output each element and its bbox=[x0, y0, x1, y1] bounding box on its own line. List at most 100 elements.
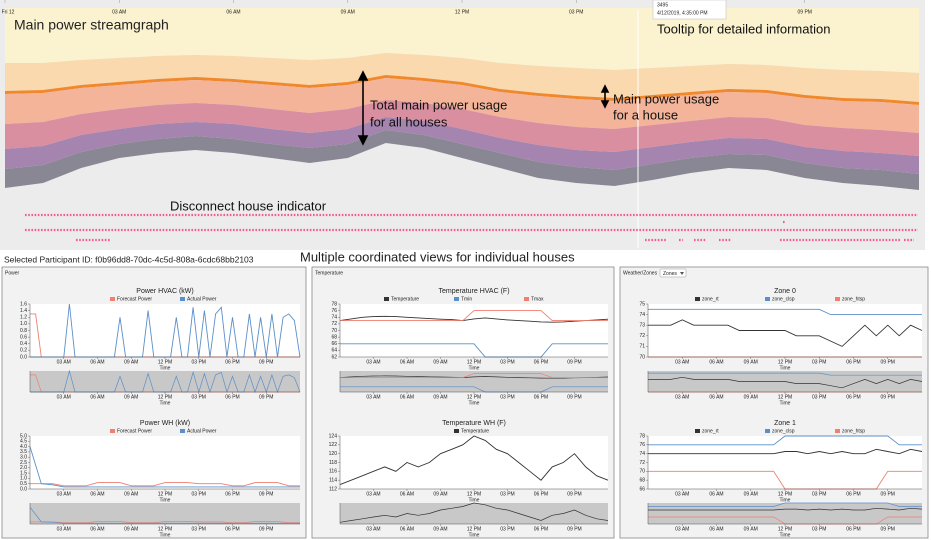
annotation-arrows bbox=[357, 70, 610, 146]
streamgraph-title: Main power streamgraph bbox=[14, 17, 169, 33]
legend-swatch bbox=[110, 297, 115, 301]
legend-label: Actual Power bbox=[187, 428, 217, 434]
y-tick-label: 70 bbox=[331, 328, 337, 334]
legend-label: zone_clsp bbox=[772, 428, 795, 434]
chart: Power HVAC (kW)Forecast Power Actual Powe… bbox=[20, 288, 301, 406]
brush-line bbox=[648, 507, 923, 511]
x-tick-label: 09 PM bbox=[881, 359, 895, 365]
y-tick-label: 74 bbox=[639, 312, 645, 318]
stream-layer bbox=[5, 78, 919, 133]
chart: Zone 0 zone_rt zone_clsp zone_htsp 70 71 72 73 7… bbox=[639, 288, 923, 406]
stream-layer bbox=[5, 53, 919, 102]
x-tick-label: 03 PM bbox=[812, 491, 826, 497]
x-tick-label: 12 PM bbox=[778, 359, 792, 365]
chart-title: Temperature WH (F) bbox=[442, 420, 506, 427]
x-tick-label: 06 PM bbox=[534, 394, 548, 400]
x-tick-label: 09 PM bbox=[881, 394, 895, 400]
x-tick-label: 03 AM bbox=[112, 9, 126, 15]
legend-label: zone_rt bbox=[702, 296, 719, 302]
x-tick-label: 12 PM bbox=[158, 491, 172, 497]
y-tick-label: 4.0 bbox=[20, 444, 27, 450]
x-tick-label: 12 PM bbox=[778, 526, 792, 532]
x-tick-label: 03 AM bbox=[675, 491, 689, 497]
selected-participant: Selected Participant ID: f0b96dd8-70dc-4… bbox=[4, 254, 254, 264]
legend-label: Tmin bbox=[461, 296, 472, 302]
x-tick-label: 12 PM bbox=[158, 394, 172, 400]
x-axis-label: Time bbox=[780, 365, 791, 371]
x-tick-label: 03 AM bbox=[366, 526, 380, 532]
x-tick-label: 06 AM bbox=[400, 526, 414, 532]
x-tick-label: 12 PM bbox=[778, 491, 792, 497]
legend-label: zone_clsp bbox=[772, 296, 795, 302]
x-tick-label: 12 PM bbox=[158, 359, 172, 365]
y-tick-label: 72 bbox=[639, 460, 645, 466]
chart-title: Power WH (kW) bbox=[140, 420, 190, 427]
x-tick-label: 06 AM bbox=[709, 526, 723, 532]
y-tick-label: 1.0 bbox=[20, 321, 27, 327]
y-tick-label: 64 bbox=[331, 348, 337, 354]
y-tick-label: 1.4 bbox=[20, 308, 27, 314]
y-tick-label: 62 bbox=[331, 354, 337, 360]
chart: Temperature WH (F)Temperature 112 114 116 11… bbox=[329, 420, 609, 538]
x-tick-label: 06 PM bbox=[846, 359, 860, 365]
brush-line bbox=[29, 506, 300, 524]
annotation: for a house bbox=[613, 107, 678, 122]
x-tick-label: 12 PM bbox=[455, 9, 469, 15]
series-line bbox=[648, 435, 922, 446]
y-tick-label: 0.4 bbox=[20, 341, 27, 347]
x-tick-label: 03 AM bbox=[57, 491, 71, 497]
x-tick-label: 03 PM bbox=[500, 359, 514, 365]
legend-swatch bbox=[454, 429, 459, 433]
x-tick-label: 09 AM bbox=[341, 9, 355, 15]
x-tick-label: 09 PM bbox=[259, 359, 273, 365]
brush-area bbox=[340, 503, 608, 524]
x-tick-label: 03 AM bbox=[57, 526, 71, 532]
section-heading: Multiple coordinated views for individua… bbox=[300, 249, 575, 264]
x-tick-label: 06 AM bbox=[90, 526, 104, 532]
x-tick-label: 06 AM bbox=[90, 359, 104, 365]
x-tick-label: 12 PM bbox=[467, 394, 481, 400]
legend-label: Tmax bbox=[531, 296, 544, 302]
x-tick-label: 09 AM bbox=[433, 526, 447, 532]
y-tick-label: 2.5 bbox=[20, 460, 27, 466]
dropdown-value[interactable]: Zones bbox=[663, 271, 677, 277]
x-tick-label: 06 PM bbox=[846, 394, 860, 400]
x-axis-label: Time bbox=[160, 400, 171, 406]
tooltip-time: 4/12/2019, 4:35:00 PM bbox=[657, 10, 708, 16]
y-tick-label: 75 bbox=[639, 301, 645, 307]
dropdown-caret[interactable] bbox=[680, 272, 684, 275]
y-tick-label: 3.5 bbox=[20, 449, 27, 455]
x-tick-label: 03 PM bbox=[812, 359, 826, 365]
y-tick-label: 3.0 bbox=[20, 455, 27, 461]
panel-label: Temperature bbox=[315, 270, 343, 276]
x-axis-label: Time bbox=[469, 497, 480, 503]
x-axis-label: Time bbox=[780, 400, 791, 406]
x-tick-label: 09 AM bbox=[124, 359, 138, 365]
y-tick-label: 70 bbox=[639, 469, 645, 475]
x-tick-label: 06 AM bbox=[400, 359, 414, 365]
legend-label: zone_htsp bbox=[842, 296, 865, 302]
dropdown[interactable] bbox=[659, 268, 687, 278]
y-tick-label: 76 bbox=[331, 308, 337, 314]
x-tick-label: 06 PM bbox=[846, 491, 860, 497]
y-tick-label: 74 bbox=[639, 451, 645, 457]
x-tick-label: 03 AM bbox=[675, 526, 689, 532]
x-tick-label: 12 PM bbox=[467, 359, 481, 365]
y-tick-label: 78 bbox=[331, 301, 337, 307]
panel-label: Power bbox=[5, 270, 20, 276]
x-tick-label: 03 PM bbox=[192, 526, 206, 532]
x-tick-label: 06 PM bbox=[534, 359, 548, 365]
brush-line bbox=[648, 502, 922, 507]
x-tick-label: 06 PM bbox=[225, 526, 239, 532]
x-tick-label: 06 AM bbox=[400, 394, 414, 400]
series-line bbox=[29, 446, 300, 488]
y-tick-label: 73 bbox=[639, 323, 645, 329]
x-tick-label: 09 AM bbox=[124, 526, 138, 532]
y-tick-label: 0.2 bbox=[20, 348, 27, 354]
chart: Zone 1 zone_rt zone_clsp zone_htsp 66 68 70 72 7… bbox=[639, 420, 923, 538]
x-tick-label: 09 AM bbox=[433, 359, 447, 365]
x-tick-label: 09 AM bbox=[744, 491, 758, 497]
legend-swatch bbox=[524, 297, 529, 301]
series-line bbox=[30, 482, 300, 487]
y-tick-label: 71 bbox=[639, 344, 645, 350]
